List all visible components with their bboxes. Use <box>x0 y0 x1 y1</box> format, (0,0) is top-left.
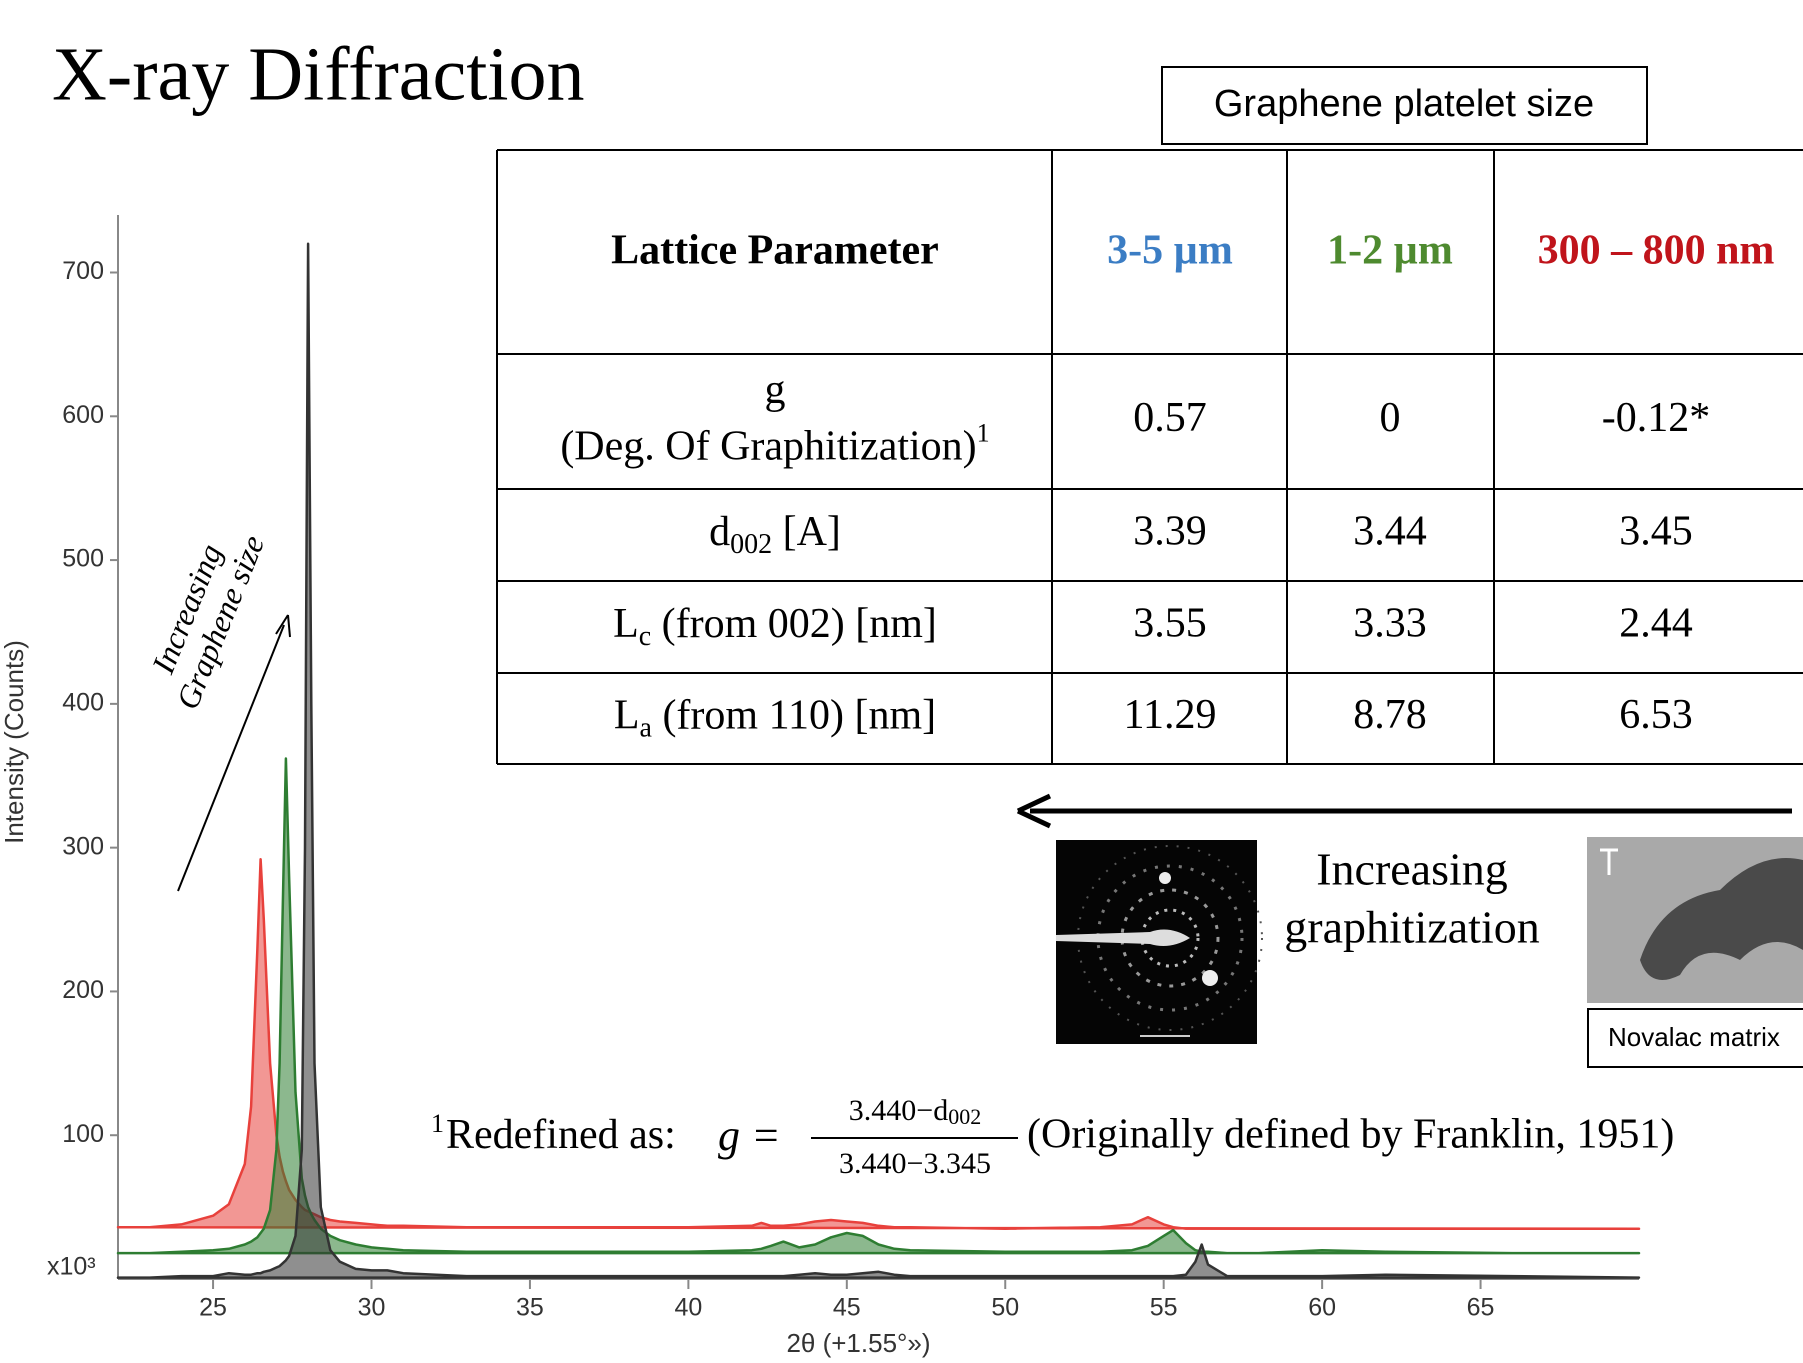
row-label-main: L <box>613 601 639 647</box>
x-axis-label: 2θ (+1.55°») <box>786 1328 930 1358</box>
y-tick-label: 300 <box>62 832 104 860</box>
series-area <box>116 857 1641 1230</box>
table-cell: 3.45 <box>1619 509 1693 555</box>
row-label: d002 [A] <box>709 509 841 561</box>
row-label: g <box>765 367 786 413</box>
y-tick-label: 700 <box>62 257 104 285</box>
header-cell: 1-2 µm <box>1327 228 1453 274</box>
y-tick-label: 500 <box>62 545 104 573</box>
x-tick-label: 40 <box>674 1294 702 1322</box>
formula-denominator: 3.440−3.345 <box>839 1147 991 1180</box>
row-label-sup: 1 <box>977 418 990 447</box>
row-label-line: (Deg. Of Graphitization) <box>560 423 976 469</box>
row-label-main: d <box>709 509 730 555</box>
row-label-sub: c <box>639 621 651 652</box>
x-tick-label: 50 <box>991 1294 1019 1322</box>
table-cell: 11.29 <box>1124 692 1217 738</box>
tem-image <box>1587 837 1803 1003</box>
x-tick-label: 60 <box>1308 1294 1336 1322</box>
row-label-sub: 002 <box>730 529 772 560</box>
annotation-arrow-head <box>275 614 291 638</box>
footnote: 1Redefined as: <box>431 1109 676 1158</box>
footnote-text: Redefined as: <box>446 1112 676 1158</box>
series-area <box>116 242 1641 1279</box>
table-cell: 3.33 <box>1353 601 1427 647</box>
y-tick-label: 400 <box>62 688 104 716</box>
slide-title: X-ray Diffraction <box>52 32 584 116</box>
row-label-main: L <box>614 692 640 738</box>
arrow-head <box>1016 793 1052 829</box>
x-tick-label: 35 <box>516 1294 544 1322</box>
x-tick-label: 25 <box>199 1294 227 1322</box>
y-tick-label: 200 <box>62 976 104 1004</box>
header-cell: 3-5 µm <box>1107 228 1233 274</box>
row-label-rest: (from 110) [nm] <box>652 692 936 738</box>
table-cell: -0.12* <box>1602 395 1711 441</box>
graphitization-label: Increasing <box>1316 844 1508 895</box>
table-cell: 2.44 <box>1619 601 1693 647</box>
table-cell: 6.53 <box>1619 692 1693 738</box>
row-label: La (from 110) [nm] <box>614 692 936 744</box>
row-label: (Deg. Of Graphitization)1 <box>560 418 989 469</box>
x-tick-label: 55 <box>1150 1294 1178 1322</box>
table-cell: 0.57 <box>1133 395 1207 441</box>
numerator: 3.440−d <box>849 1094 948 1127</box>
caption-box <box>1587 1008 1803 1068</box>
y-tick-label: 100 <box>62 1120 104 1148</box>
row-label-rest: [A] <box>772 509 841 555</box>
footnote-after: (Originally defined by Franklin, 1951) <box>1027 1112 1674 1158</box>
footnote-mark: 1 <box>431 1109 444 1138</box>
table-cell: 8.78 <box>1353 692 1427 738</box>
row-label-rest: (from 002) [nm] <box>651 601 937 647</box>
formula-numerator: 3.440−d002 <box>849 1094 981 1129</box>
header-cell: 300 – 800 nm <box>1538 228 1775 274</box>
table: Lattice Parameter 3-5 µm 1-2 µm 300 – 800 n… <box>496 149 1803 765</box>
table-cell: 3.44 <box>1353 509 1427 555</box>
chart: 100 200 300 400 500 600 700 25 30 35 40 45 50 55 60 65 2… <box>0 215 1641 1358</box>
x-tick-label: 30 <box>358 1294 386 1322</box>
numerator-sub: 002 <box>948 1104 981 1129</box>
table-cell: 3.39 <box>1133 509 1207 555</box>
x-tick-label: 45 <box>833 1294 861 1322</box>
header-cell: Lattice Parameter <box>611 228 939 274</box>
image-caption: Novalac matrix <box>1608 1022 1780 1052</box>
graphitization-label: graphitization <box>1284 902 1539 953</box>
row-label: Lc (from 002) [nm] <box>613 601 937 653</box>
y-tick-label: 600 <box>62 401 104 429</box>
box <box>1161 66 1648 145</box>
annotation-arrow <box>177 624 285 892</box>
box-label: Graphene platelet size <box>1214 83 1594 125</box>
formula-lhs: g = <box>718 1111 781 1160</box>
table-cell: 0 <box>1380 395 1401 441</box>
table-cell: 3.55 <box>1133 601 1207 647</box>
row-label-sub: a <box>640 713 653 744</box>
x-tick-label: 65 <box>1467 1294 1495 1322</box>
y-multiplier: x10³ <box>47 1253 96 1281</box>
series-area <box>116 757 1641 1255</box>
y-axis-label: Intensity (Counts) <box>0 640 29 844</box>
diffraction-image <box>1056 840 1263 1044</box>
